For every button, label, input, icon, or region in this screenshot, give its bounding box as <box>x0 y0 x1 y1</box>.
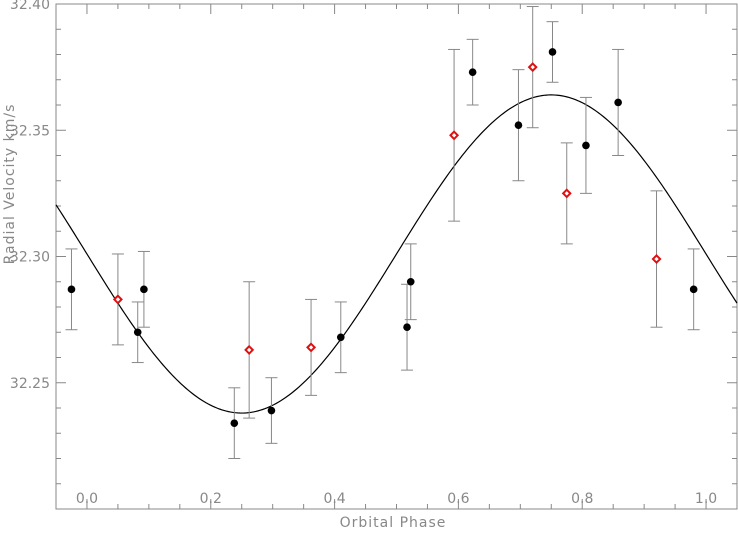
data-point-open-diamond <box>449 130 460 141</box>
y-tick-label: 32.30 <box>10 250 50 266</box>
x-tick-label: 0.4 <box>323 491 345 507</box>
data-point-open-diamond <box>244 344 255 355</box>
data-point-filled-circle <box>582 141 590 150</box>
y-tick-label: 32.35 <box>10 123 50 139</box>
data-point-filled-circle <box>140 285 148 294</box>
data-point-filled-circle <box>689 285 698 294</box>
x-tick-label: 1.0 <box>695 491 717 507</box>
data-point-filled-circle <box>406 277 415 286</box>
x-tick-label: 0.8 <box>571 491 593 507</box>
x-axis-label: Orbital Phase <box>340 515 447 531</box>
data-point-filled-circle <box>230 419 239 427</box>
data-point-filled-circle <box>468 68 477 76</box>
data-point-filled-circle <box>548 48 557 56</box>
data-point-filled-circle <box>267 406 276 415</box>
data-point-filled-circle <box>336 333 345 342</box>
y-axis-label: Radial Velocity km/s <box>2 104 18 265</box>
y-tick-label: 32.25 <box>10 376 50 392</box>
x-tick-label: 0.0 <box>76 491 98 507</box>
data-point-filled-circle <box>403 323 411 332</box>
data-point-filled-circle <box>133 328 142 337</box>
x-tick-label: 0.2 <box>200 491 222 507</box>
fit-curve-group <box>55 94 738 414</box>
data-point-filled-circle <box>614 98 622 107</box>
data-points <box>67 48 698 427</box>
axis-ticks: 0.0 0.2 0.4 0.6 0.8 1.0 32.25 32.30 32.35 32.40 <box>10 0 738 510</box>
x-tick-label: 0.6 <box>447 491 469 507</box>
data-point-open-diamond <box>112 294 123 305</box>
data-point-open-diamond <box>527 62 538 73</box>
y-tick-label: 32.40 <box>10 0 50 13</box>
data-point-open-diamond <box>306 342 317 353</box>
data-point-open-diamond <box>651 254 662 265</box>
fit-curve <box>55 94 738 414</box>
data-point-filled-circle <box>67 285 76 294</box>
data-point-filled-circle <box>514 121 523 129</box>
data-point-open-diamond <box>561 188 572 199</box>
